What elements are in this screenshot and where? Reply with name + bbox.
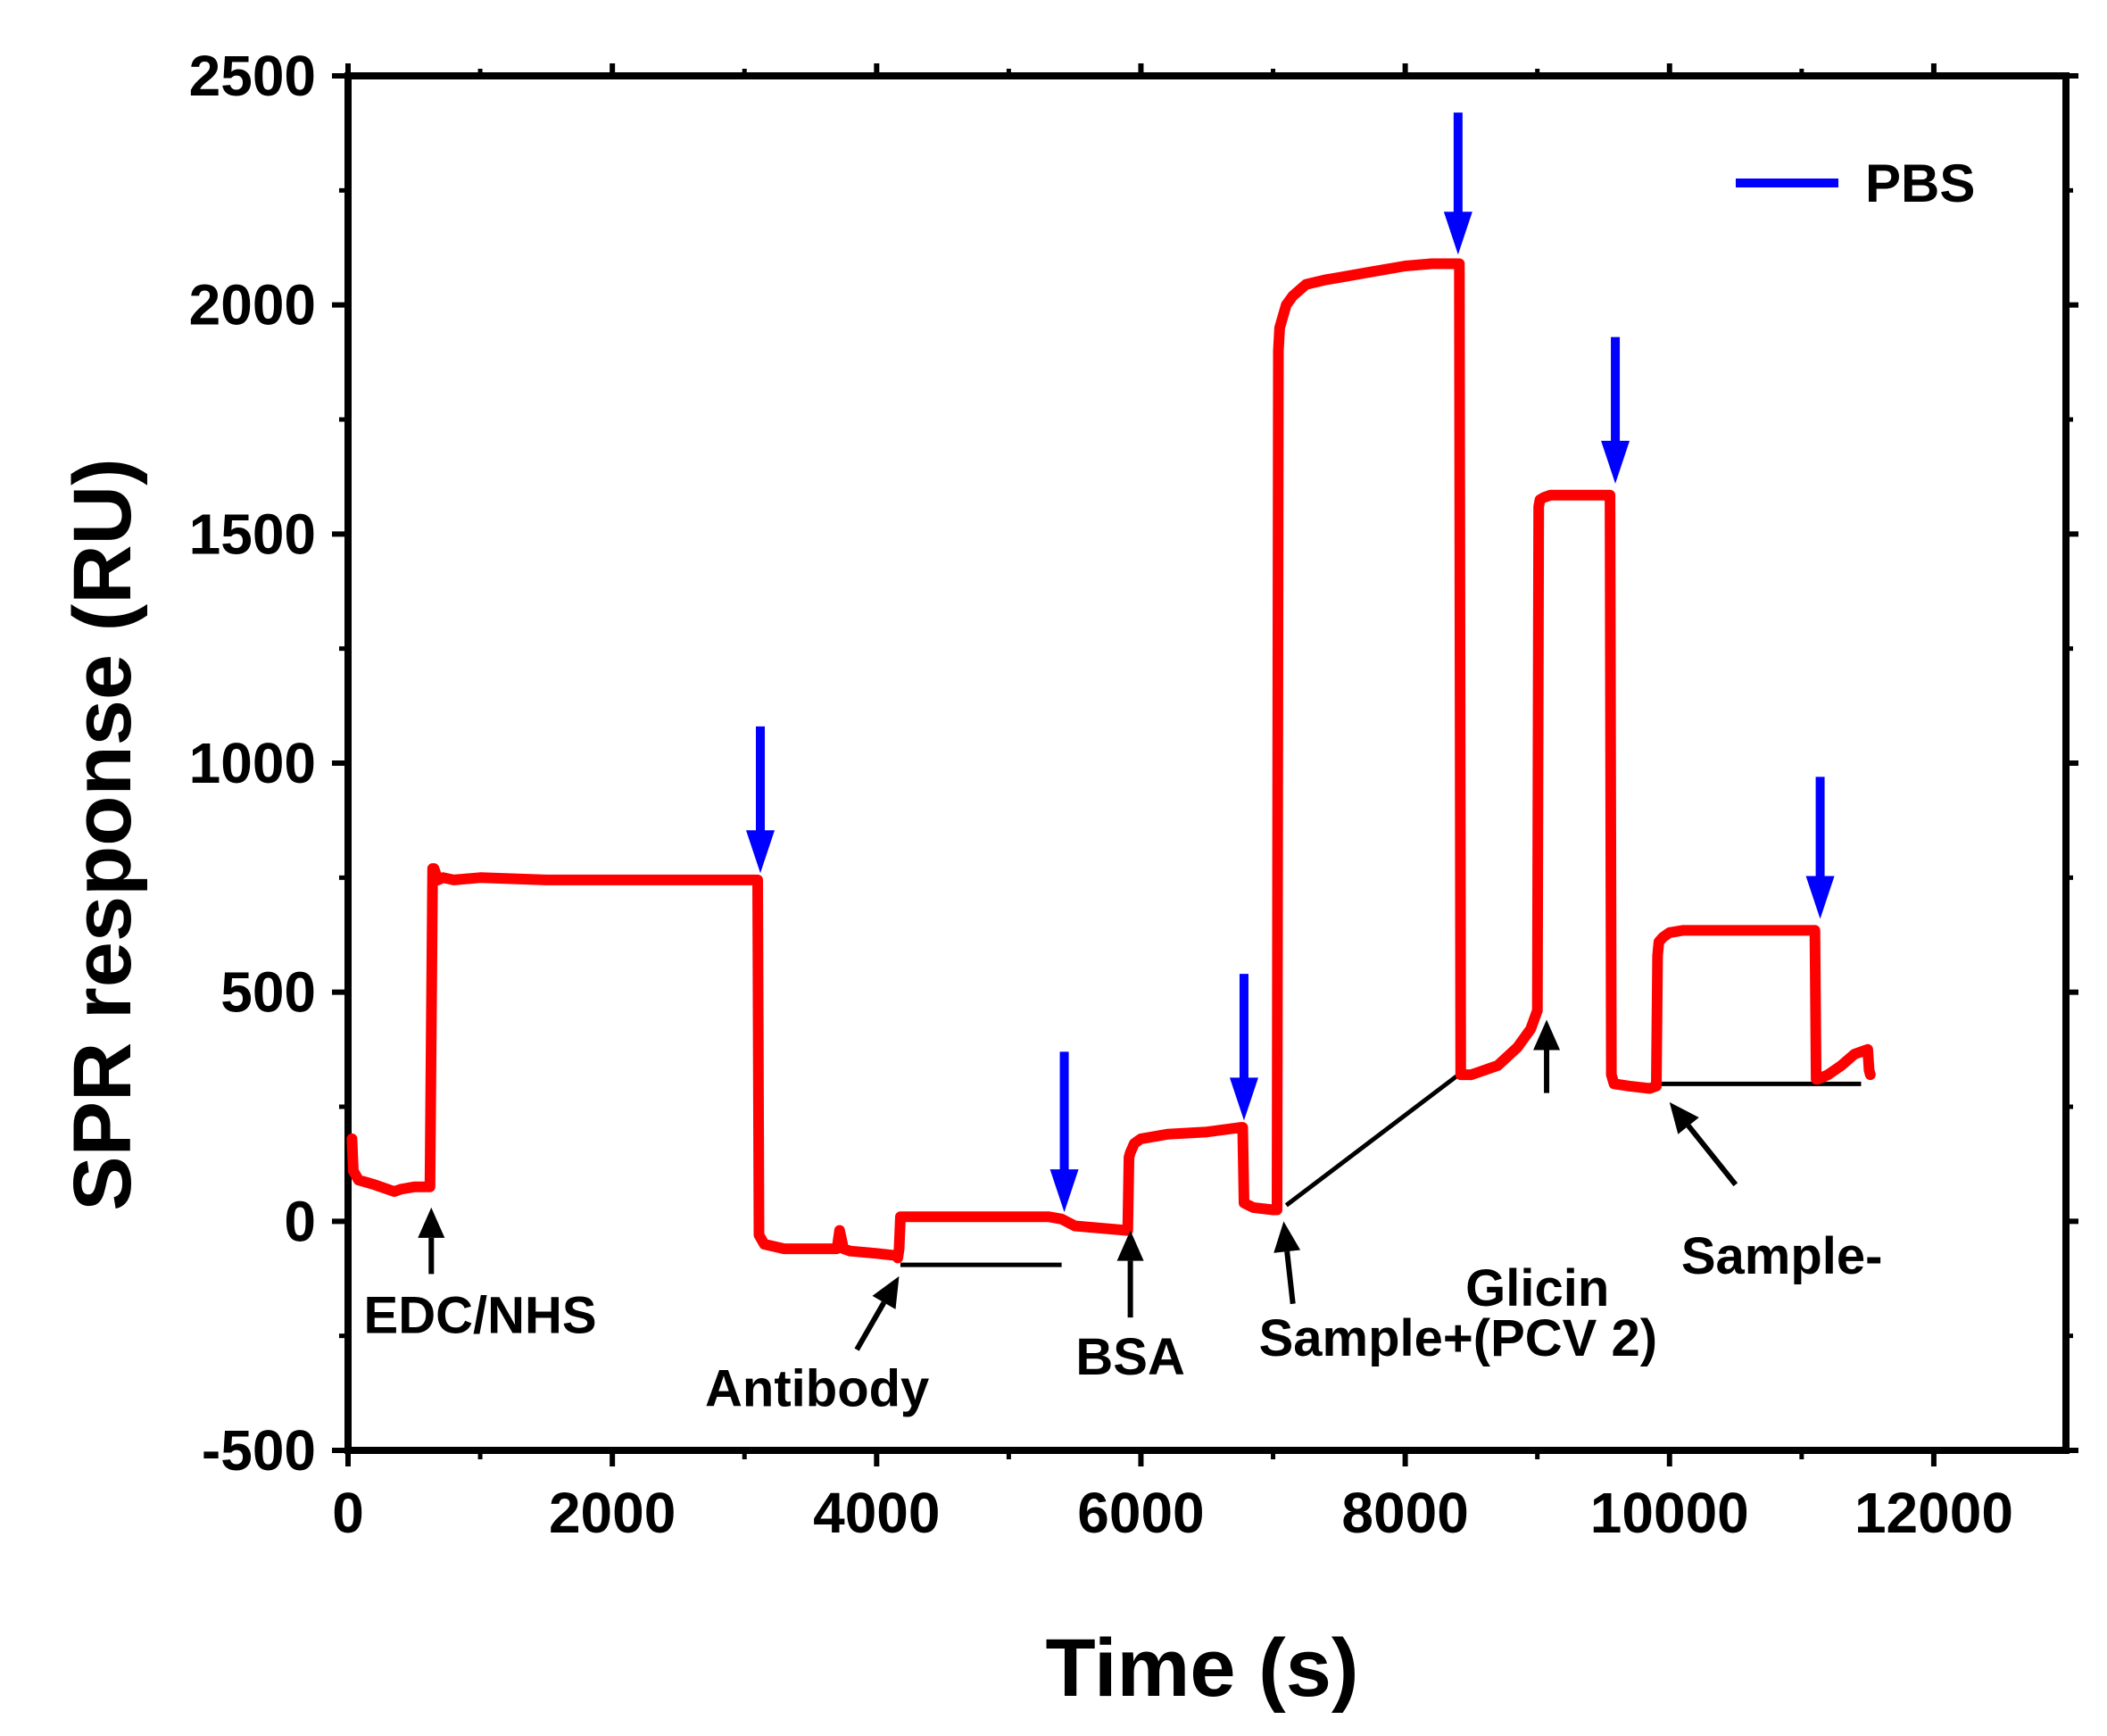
annotation-label: Sample- [1681, 1227, 1883, 1285]
pbs-arrow-head [1049, 1169, 1079, 1213]
y-tick-label: 2000 [189, 273, 316, 337]
annotation-label: Glicin [1465, 1259, 1609, 1317]
pbs-arrow-head [1229, 1077, 1258, 1121]
annotation-arrow-head [872, 1275, 900, 1309]
x-tick-label: 8000 [1341, 1481, 1468, 1545]
annotation-label: Antibody [705, 1360, 929, 1418]
y-tick-label: 1500 [189, 502, 316, 566]
y-tick-label: 2500 [189, 44, 316, 108]
pbs-arrow [1805, 777, 1835, 919]
pbs-arrow-head [746, 830, 775, 874]
x-tick-label: 0 [332, 1481, 364, 1545]
legend-label-pbs: PBS [1865, 154, 1975, 213]
annotation-arrow-shaft [854, 1300, 887, 1351]
annotation-label: Sample+(PCV 2) [1259, 1309, 1657, 1367]
pbs-arrow [1229, 974, 1258, 1121]
pbs-arrow [746, 726, 775, 874]
x-tick-label: 10000 [1590, 1481, 1749, 1545]
annotation-arrow-shaft [1284, 1250, 1296, 1305]
y-tick-label: 0 [284, 1189, 316, 1253]
x-tick-label: 4000 [813, 1481, 940, 1545]
x-axis-title: Time (s) [1045, 1623, 1358, 1714]
pbs-arrow [1049, 1051, 1079, 1213]
annotations: EDC/NHS Antibody BSA Sample+(PCV 2)Glicin Sa… [364, 1019, 1883, 1418]
y-tick-label: -500 [202, 1418, 316, 1483]
annotation-arrow-head [1273, 1221, 1301, 1253]
x-tick-label: 2000 [549, 1481, 676, 1545]
annotation-arrow-head [418, 1207, 445, 1238]
pbs-arrow-head [1443, 212, 1472, 255]
axes: 0 2000 4000 6000 8000 10000 12000-500050010001… [189, 44, 2078, 1545]
reference-line [1284, 1067, 1466, 1208]
legend: PBS [1736, 154, 1975, 213]
annotation: EDC/NHS [364, 1207, 597, 1345]
pbs-arrow [1443, 112, 1472, 255]
series [346, 258, 1876, 1264]
x-tick-label: 12000 [1854, 1481, 2013, 1545]
annotation: Sample+(PCV 2) [1259, 1221, 1657, 1367]
reference-lines [900, 1067, 1862, 1267]
annotation-arrow-head [1669, 1101, 1699, 1134]
annotation: Sample- [1669, 1101, 1883, 1285]
annotation-arrow-head [1116, 1230, 1144, 1261]
spr-response-line [346, 258, 1876, 1264]
pbs-arrow-head [1601, 440, 1630, 484]
x-tick-label: 6000 [1077, 1481, 1204, 1545]
pbs-arrow [1601, 336, 1630, 484]
annotation-label: BSA [1075, 1328, 1184, 1386]
annotation-arrow-shaft [1686, 1124, 1738, 1187]
y-tick-label: 1000 [189, 731, 316, 795]
annotation: Glicin [1465, 1019, 1609, 1317]
annotation-arrow-head [1533, 1019, 1561, 1051]
annotation: BSA [1075, 1230, 1185, 1386]
y-tick-label: 500 [220, 960, 316, 1025]
y-axis-title: SPR response (RU) [57, 458, 148, 1211]
annotation-label: EDC/NHS [364, 1287, 597, 1345]
annotation: Antibody [705, 1275, 929, 1418]
pbs-arrows [746, 112, 1835, 1213]
pbs-arrow-head [1805, 876, 1835, 919]
